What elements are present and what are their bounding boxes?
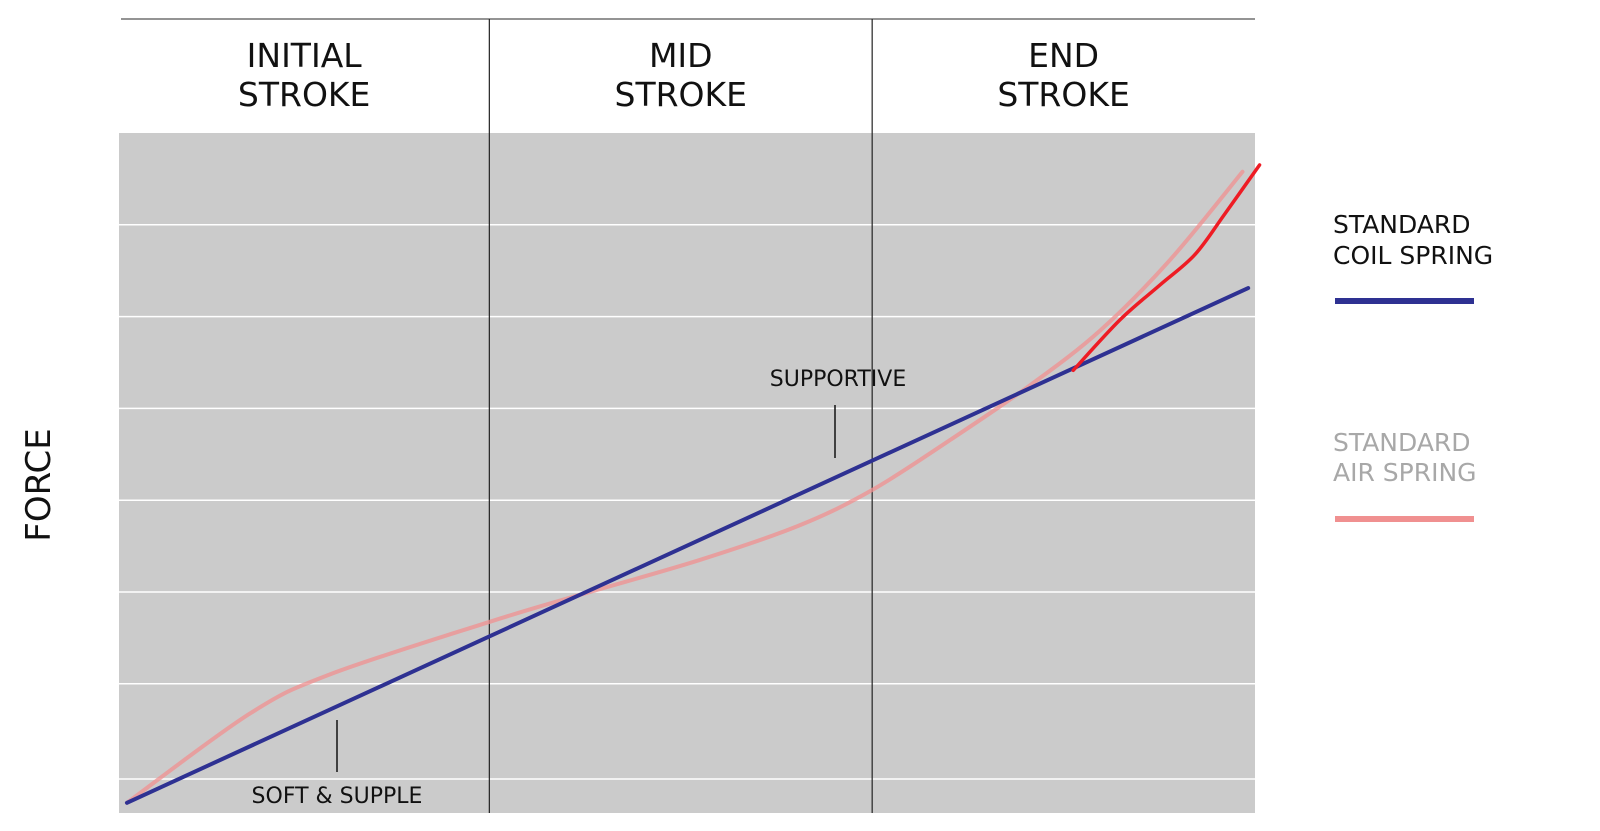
legend: STANDARD COIL SPRING STANDARD AIR SPRING bbox=[1333, 210, 1493, 522]
y-axis-label: FORCE bbox=[19, 428, 59, 541]
legend-air-label-1: STANDARD bbox=[1333, 428, 1471, 457]
highlight-line bbox=[1071, 163, 1262, 373]
annotation-soft-supple: SOFT & SUPPLE bbox=[252, 784, 423, 809]
legend-coil-label-1: STANDARD bbox=[1333, 210, 1471, 239]
zone-label-line1: MID bbox=[649, 36, 713, 75]
air-spring-line bbox=[124, 169, 1245, 805]
legend-coil-label-2: COIL SPRING bbox=[1333, 241, 1493, 270]
plot-area bbox=[119, 133, 1255, 813]
zone-label-line2: STROKE bbox=[238, 75, 371, 114]
annotation-supportive: SUPPORTIVE bbox=[770, 367, 906, 392]
zone-label-line2: STROKE bbox=[997, 75, 1130, 114]
legend-air-label-2: AIR SPRING bbox=[1333, 458, 1477, 487]
zone-label-line1: END bbox=[1028, 36, 1099, 75]
zone-label-line2: STROKE bbox=[615, 75, 748, 114]
coil-spring-line bbox=[124, 286, 1251, 805]
zone-label-line1: INITIAL bbox=[247, 36, 363, 75]
